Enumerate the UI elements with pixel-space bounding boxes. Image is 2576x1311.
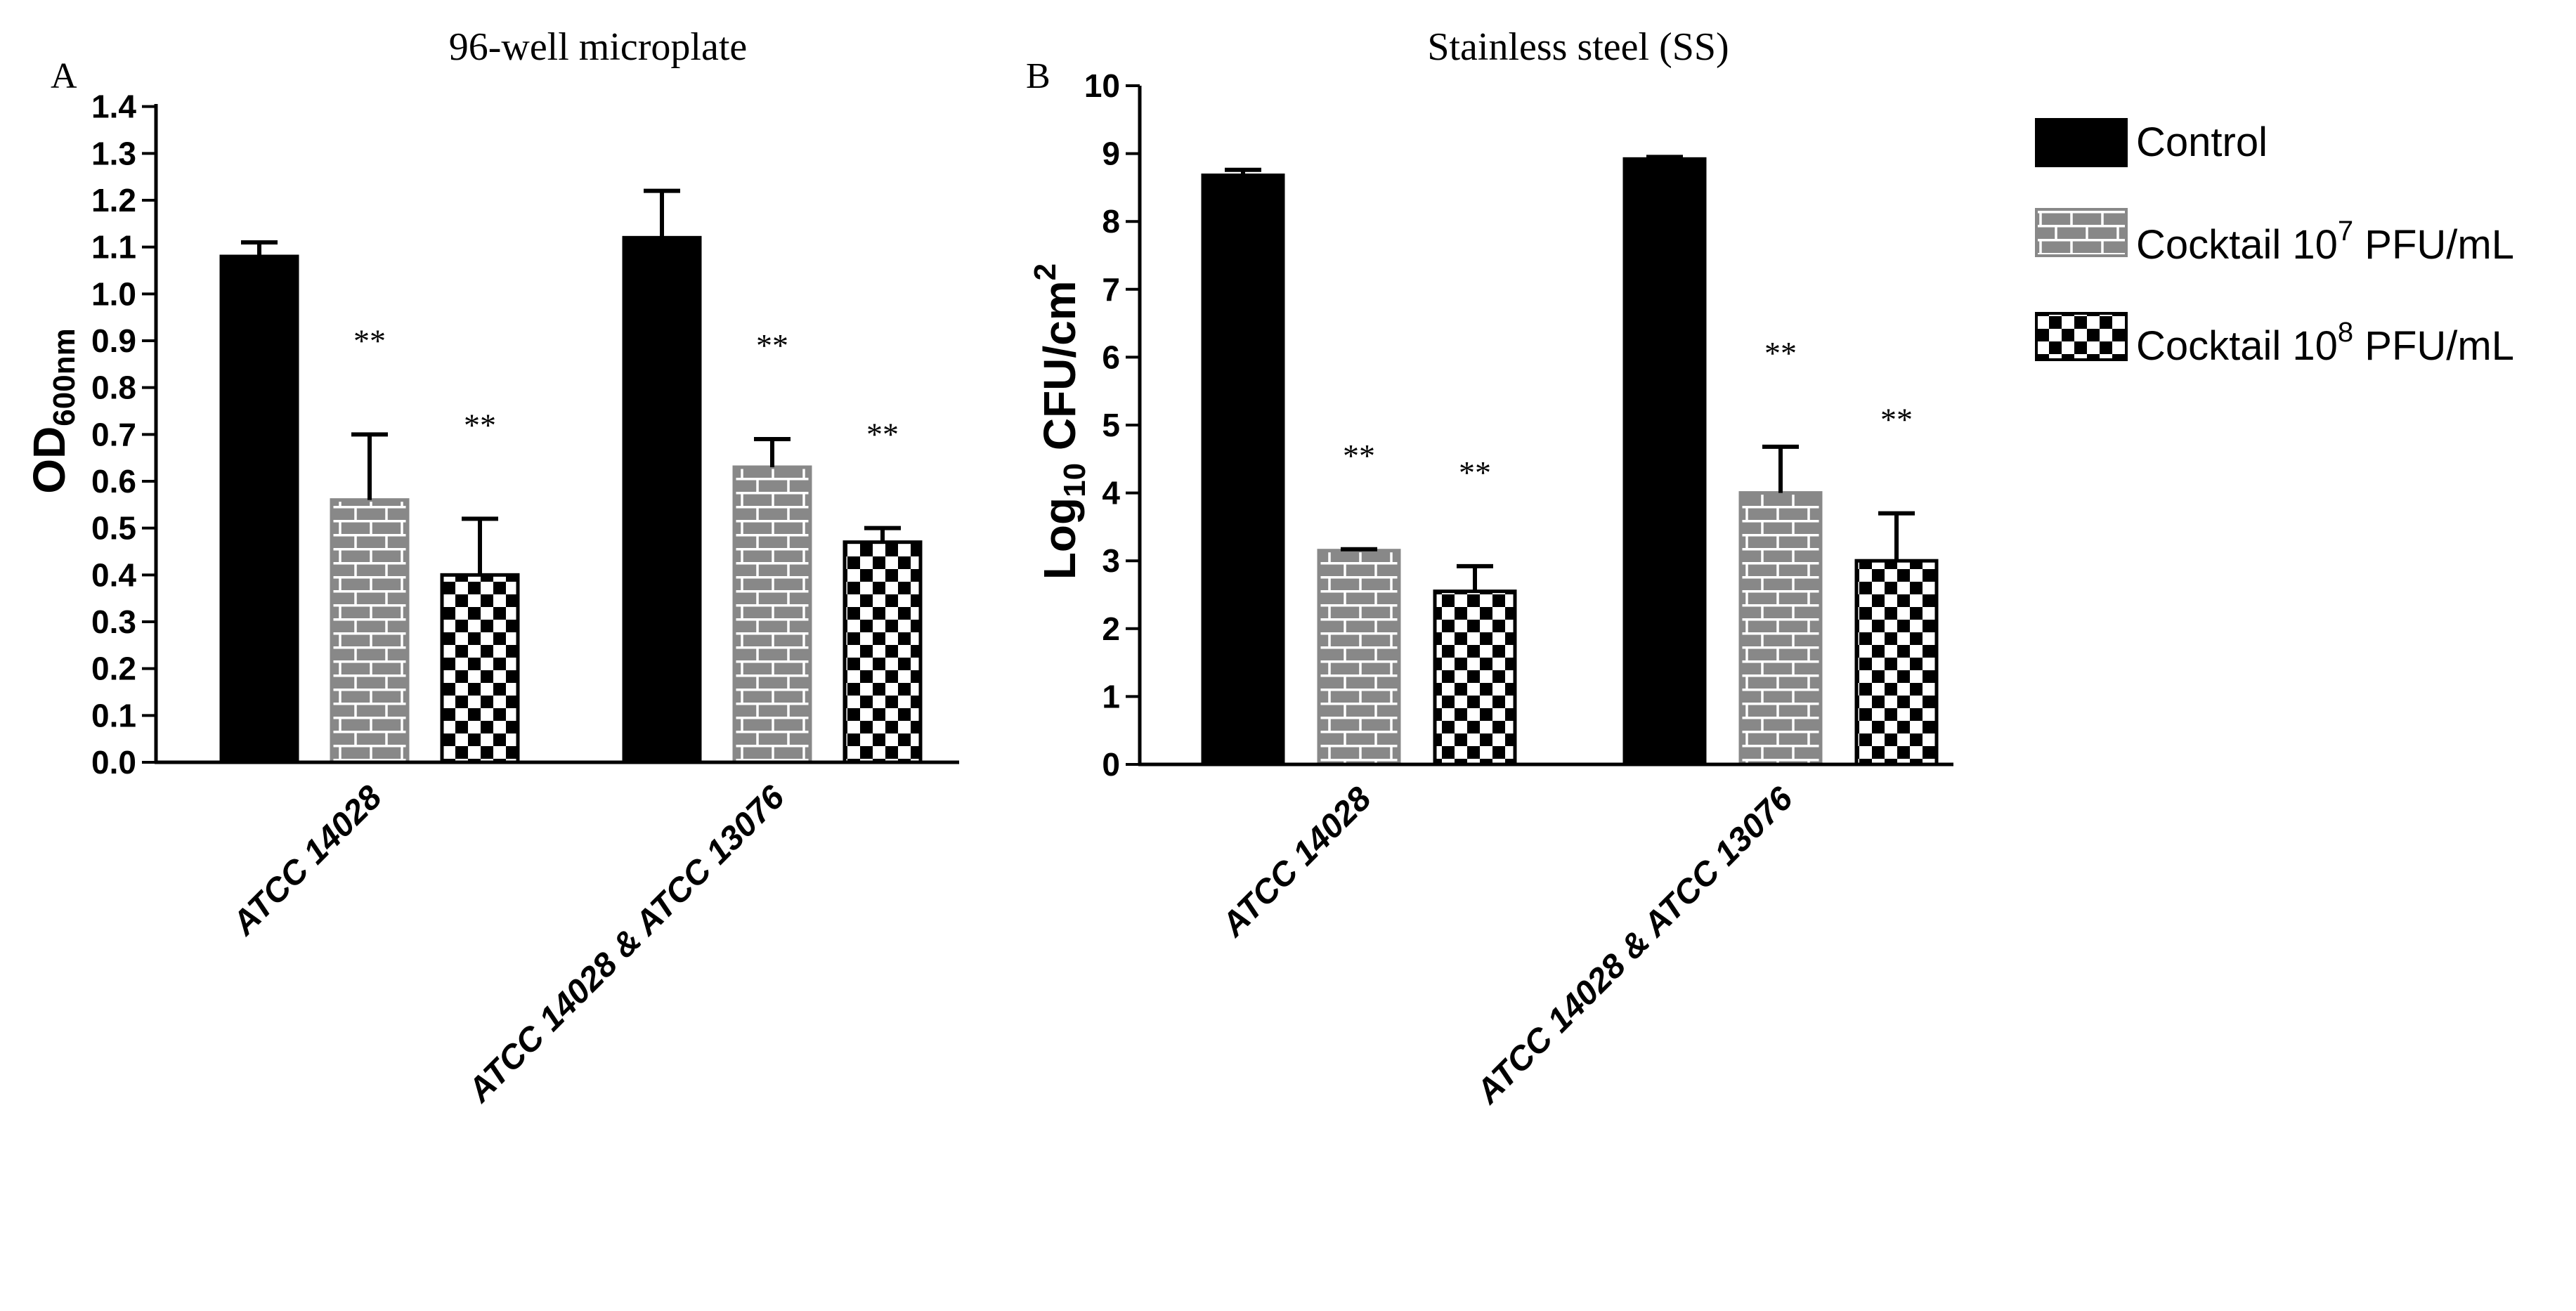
panel-a-y-tick-label: 0.9 <box>91 322 136 359</box>
legend-item-cocktail-10-7: Cocktail 107 PFU/mL <box>2035 208 2514 268</box>
panel-a-bars: ** ** ** ** <box>219 188 923 764</box>
legend-label-cocktail-10-7-text: Cocktail 10 <box>2136 222 2338 268</box>
panel-b-y-tick-label: 9 <box>1102 136 1120 172</box>
panel-a-y-title-sub: 600nm <box>47 328 82 426</box>
legend-label-control: Control <box>2136 119 2268 165</box>
panel-b: B Stainless steel (SS) Log10 CFU/cm2 012… <box>1026 25 1953 1111</box>
panel-a-significance-mark: ** <box>756 327 788 363</box>
legend-swatch-control <box>2035 118 2128 167</box>
panel-b-bar-cocktail-10-8 <box>1854 559 1939 767</box>
legend-label-cocktail-10-7: Cocktail 107 PFU/mL <box>2136 216 2514 268</box>
panel-b-y-title-tail: CFU/cm <box>1034 280 1085 463</box>
panel-b-bar-control <box>1201 174 1285 767</box>
legend-swatch-cocktail-10-8 <box>2035 312 2128 361</box>
legend-label-cocktail-10-8-text: Cocktail 10 <box>2136 323 2338 369</box>
panel-a-y-tick-label: 0.7 <box>91 416 136 452</box>
panel-a-y-tick-label: 1.3 <box>91 135 136 171</box>
panel-b-bar-cocktail-10-7 <box>1738 491 1823 767</box>
panel-a-y-tick-label: 0.1 <box>91 697 136 733</box>
panel-a-x-category-label: ATCC 14028 & ATCC 13076 <box>460 778 792 1110</box>
panel-b-y-title-sup: 2 <box>1028 263 1062 280</box>
legend-label-cocktail-10-7-sup: 7 <box>2338 216 2353 247</box>
panel-a-title: 96-well microplate <box>449 25 748 69</box>
panel-b-y-axis-title: Log10 CFU/cm2 <box>1028 263 1092 580</box>
panel-b-y-tick-label: 10 <box>1084 67 1120 104</box>
panel-a-letter: A <box>51 56 77 96</box>
panel-a-x-category-label: ATCC 14028 <box>225 778 389 943</box>
legend-label-control-text: Control <box>2136 119 2268 165</box>
panel-b-y-tick-label: 6 <box>1102 339 1120 375</box>
panel-b-y-title-main: Log <box>1034 497 1085 580</box>
panel-a-y-tick-label: 1.4 <box>91 89 136 125</box>
panel-a-significance-mark: ** <box>353 322 386 358</box>
panel-a-bar-cocktail-10-7 <box>732 465 812 764</box>
panel-b-title: Stainless steel (SS) <box>1427 25 1729 69</box>
panel-b-y-tick-label: 8 <box>1102 203 1120 240</box>
panel-b-x-category-label: ATCC 14028 & ATCC 13076 <box>1469 780 1800 1111</box>
panel-b-y-tick-label: 4 <box>1102 475 1120 511</box>
panel-a-y-tick-label: 0.0 <box>91 744 136 781</box>
panel-b-bar-control <box>1622 157 1707 767</box>
panel-a-y-tick-label: 0.2 <box>91 651 136 687</box>
legend-item-cocktail-10-8: Cocktail 108 PFU/mL <box>2035 312 2514 369</box>
panel-b-y-tick-label: 1 <box>1102 678 1120 715</box>
panel-a-categories: ATCC 14028 ATCC 14028 & ATCC 13076 <box>225 778 792 1110</box>
legend-swatch-cocktail-10-7 <box>2035 208 2128 257</box>
legend: Control Cocktail 107 PFU/mL Cocktail 108… <box>2035 118 2514 369</box>
panel-a-bar-cocktail-10-7 <box>330 498 410 764</box>
panel-a-bar-control <box>622 235 702 764</box>
panel-b-y-tick-label: 2 <box>1102 611 1120 647</box>
panel-a: A 96-well microplate OD600nm 0.00.10.20.… <box>24 25 959 1110</box>
panel-a-significance-mark: ** <box>464 407 496 443</box>
panel-a-y-tick-label: 0.4 <box>91 556 136 593</box>
panel-b-bar-cocktail-10-7 <box>1317 549 1401 767</box>
panel-a-y-tick-label: 0.5 <box>91 510 136 547</box>
panel-b-significance-mark: ** <box>1764 335 1797 371</box>
legend-item-control: Control <box>2035 118 2268 167</box>
panel-b-significance-mark: ** <box>1459 455 1491 490</box>
panel-b-y-tick-label: 5 <box>1102 407 1120 443</box>
panel-a-y-tick-label: 0.3 <box>91 604 136 640</box>
panel-b-x-category-label: ATCC 14028 <box>1214 780 1379 944</box>
panel-a-y-tick-label: 1.2 <box>91 182 136 218</box>
panel-b-ticks: 0 1 2 3 4 5 6 7 8 9 10 <box>1084 67 1140 783</box>
legend-label-cocktail-10-8-unit: PFU/mL <box>2353 323 2514 369</box>
panel-b-bar-cocktail-10-8 <box>1433 589 1517 767</box>
panel-a-bar-control <box>219 254 299 764</box>
legend-label-cocktail-10-7-unit: PFU/mL <box>2353 222 2514 268</box>
panel-a-bar-cocktail-10-8 <box>843 540 923 764</box>
panel-b-y-tick-label: 0 <box>1102 746 1120 783</box>
panel-a-y-axis-title: OD600nm <box>24 328 82 493</box>
panel-a-y-tick-label: 0.8 <box>91 370 136 406</box>
panel-b-significance-mark: ** <box>1880 402 1913 438</box>
panel-a-bar-cocktail-10-8 <box>440 573 520 764</box>
panel-a-y-tick-label: 0.6 <box>91 463 136 500</box>
panel-a-axes <box>154 104 959 764</box>
panel-b-categories: ATCC 14028 ATCC 14028 & ATCC 13076 <box>1214 780 1800 1111</box>
panel-a-ticks: 0.0 0.1 0.2 0.3 0.4 0.5 0.6 0.7 0.8 0.9 1.0 1.1 1.2 1… <box>91 89 156 781</box>
panel-a-y-tick-label: 1.1 <box>91 229 136 266</box>
panel-b-letter: B <box>1026 56 1050 96</box>
panel-b-y-title-sub: 10 <box>1058 463 1092 497</box>
panel-a-y-tick-label: 1.0 <box>91 275 136 312</box>
panel-a-y-title-main: OD <box>24 426 74 494</box>
legend-label-cocktail-10-8: Cocktail 108 PFU/mL <box>2136 317 2514 369</box>
legend-label-cocktail-10-8-sup: 8 <box>2338 317 2353 348</box>
panel-b-significance-mark: ** <box>1343 438 1375 474</box>
panel-b-bars: ** ** ** ** <box>1201 155 1939 767</box>
panel-b-y-tick-label: 3 <box>1102 542 1120 579</box>
panel-b-y-tick-label: 7 <box>1102 271 1120 308</box>
panel-b-axes <box>1138 86 1953 767</box>
panel-a-significance-mark: ** <box>866 417 899 452</box>
